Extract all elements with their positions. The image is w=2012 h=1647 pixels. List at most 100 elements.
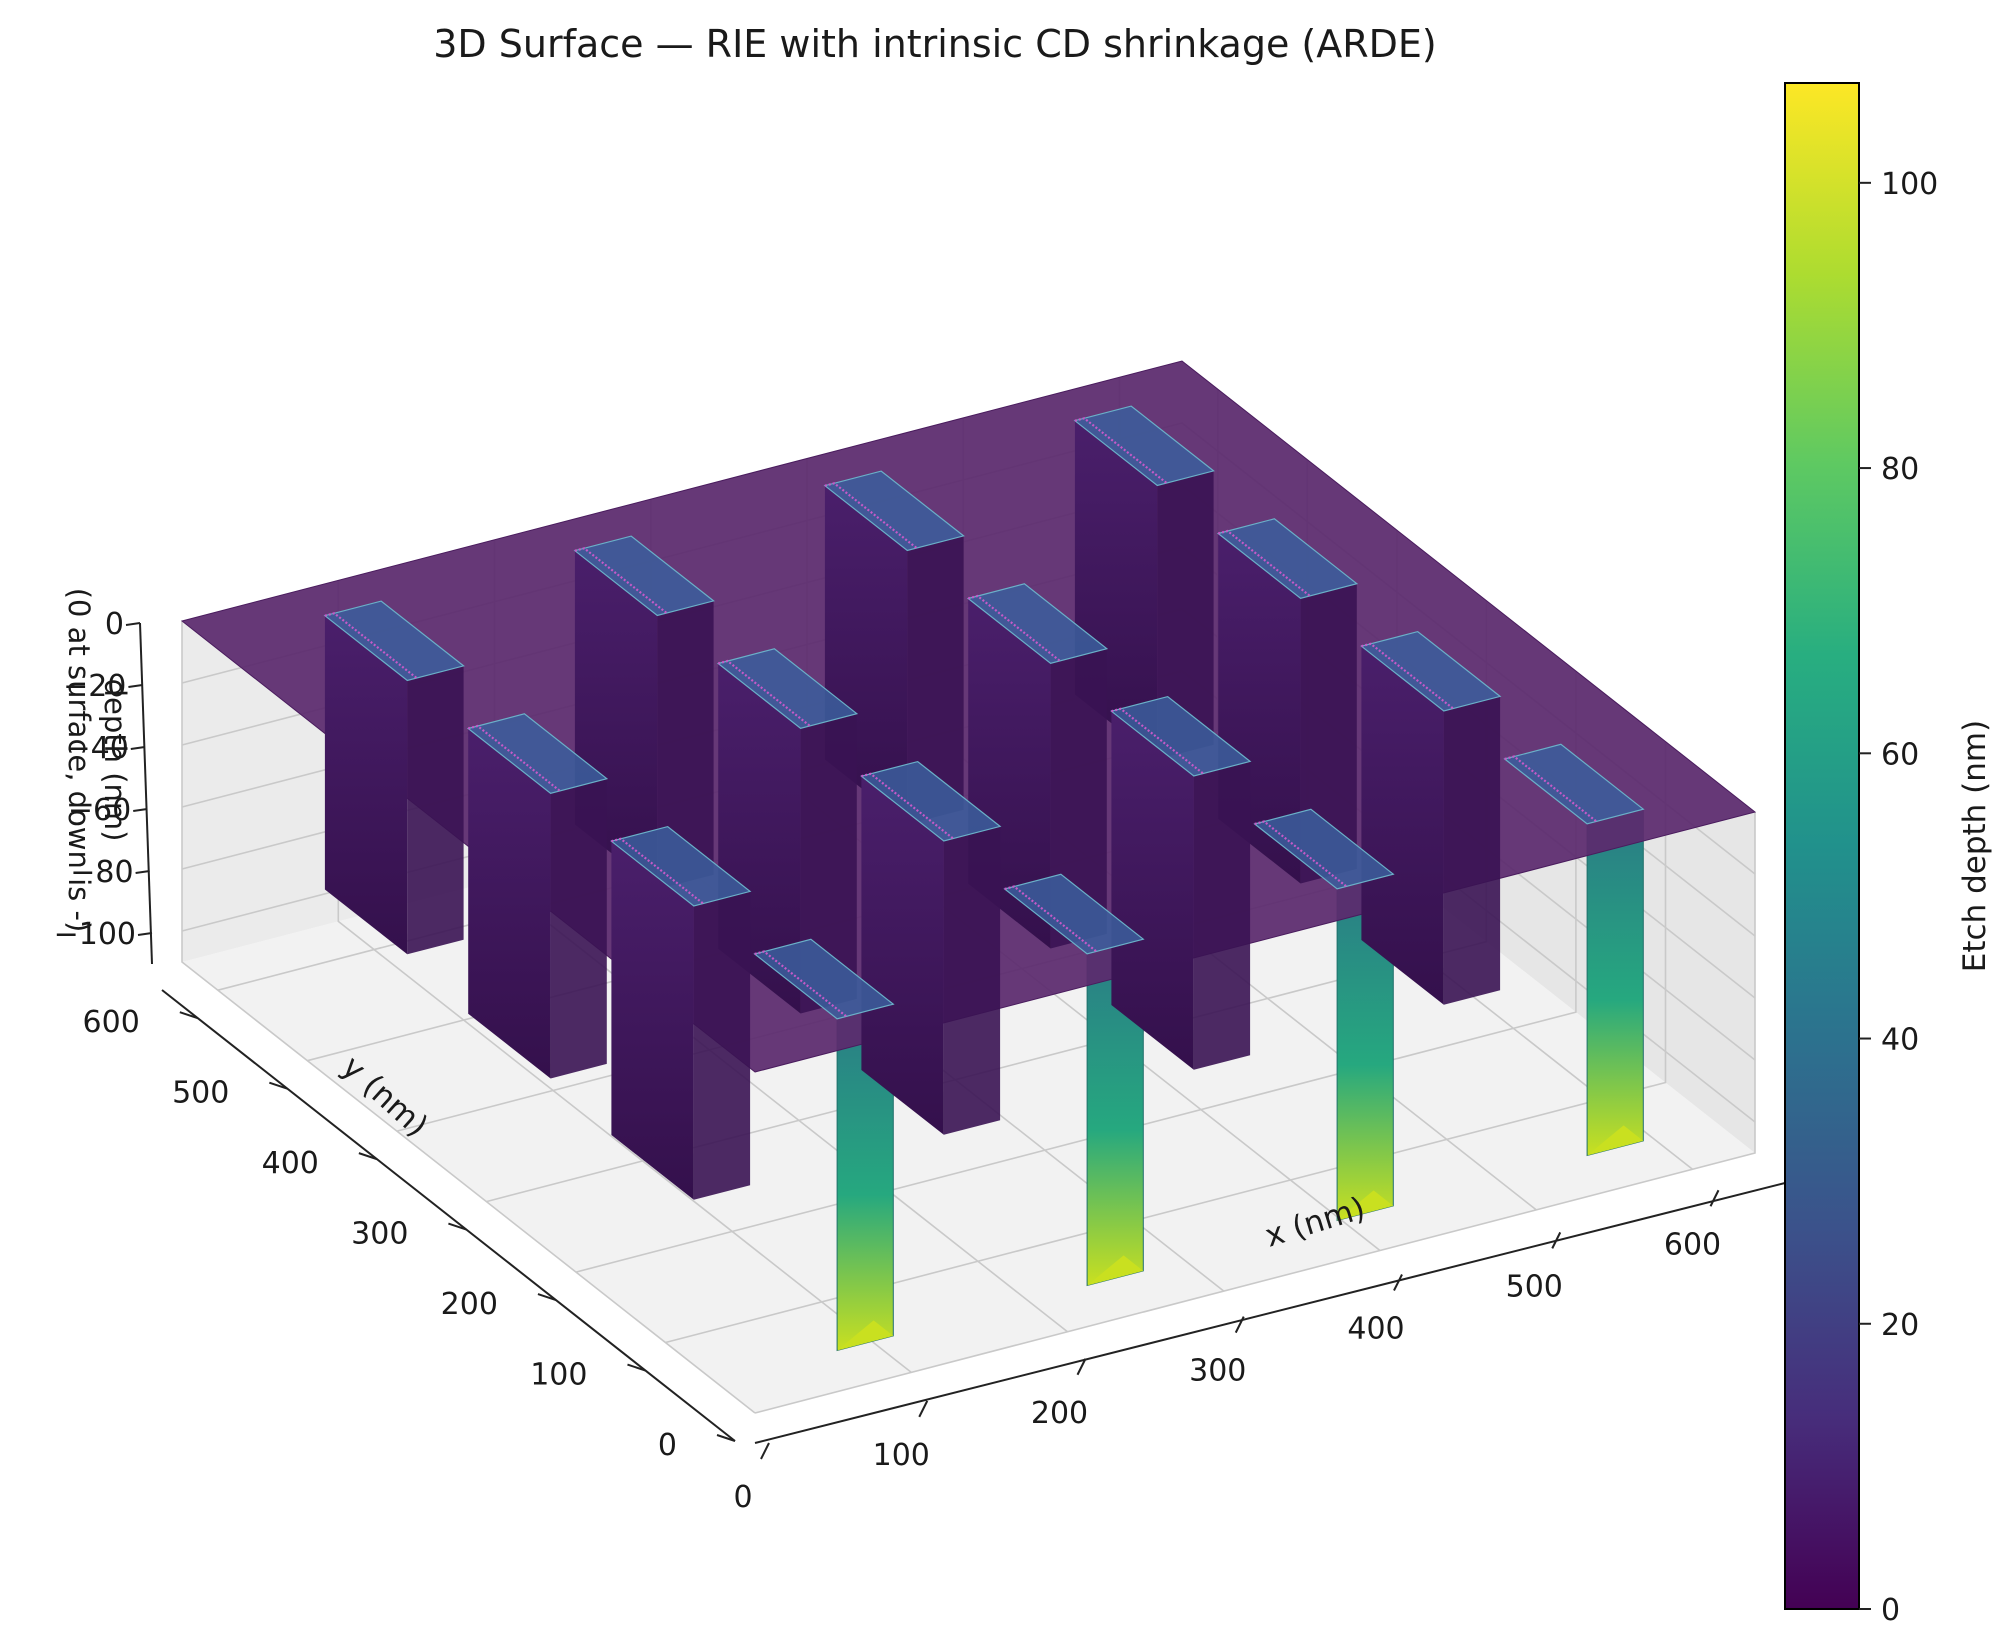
y-tick-label: 0: [658, 1428, 677, 1463]
colorbar-tick-label: 100: [1881, 167, 1938, 202]
z-tick-label: −80: [70, 855, 133, 890]
trench-rim-mesh: [467, 724, 561, 792]
z-tick-mark: [128, 684, 143, 688]
trench-rim: [716, 648, 859, 729]
trench-rim: [1253, 808, 1395, 890]
colorbar-tick-label: 40: [1881, 1023, 1919, 1058]
trench-end-wall: [693, 891, 751, 1200]
trench-side-wall: [324, 615, 408, 955]
trench-rim-mesh: [1254, 820, 1348, 888]
x-tick-mark: [1076, 1358, 1087, 1376]
trench: [466, 713, 609, 1079]
colorbar-tick-label: 0: [1881, 1593, 1900, 1628]
trench-side-wall: [611, 841, 694, 1200]
trench-end-wall: [800, 713, 857, 1014]
trench-rim: [573, 535, 715, 617]
trench-rim-mesh: [1217, 529, 1311, 597]
x-tick-label: 200: [1031, 1396, 1088, 1431]
y-tick-mark: [448, 1222, 467, 1231]
z-tick-mark: [135, 870, 150, 874]
z-axis-label: depth (nm)(0 at surface, down is -): [62, 588, 132, 933]
trench-bottoms-below-surface: [836, 808, 1644, 1352]
trench: [323, 600, 465, 955]
z-axis-label-line-1: depth (nm): [98, 679, 132, 842]
trench-end-wall: [943, 826, 1001, 1135]
trench-rim: [466, 713, 609, 794]
trench-end-wall: [1193, 761, 1251, 1070]
trench: [610, 825, 752, 1200]
colorbar-tick-label: 60: [1881, 737, 1919, 772]
trench: [753, 938, 895, 1020]
trench-rim-mesh: [1361, 642, 1454, 710]
colorbar-ticks: 0 20 40 60 80 100: [1859, 167, 1938, 1628]
trench: [1503, 743, 1645, 825]
x-tick-label: 0: [733, 1480, 752, 1515]
x-tick-mark: [1393, 1274, 1403, 1291]
trench-side-wall: [1111, 711, 1194, 1070]
z-axis-label-line-2: (0 at surface, down is -): [62, 588, 96, 933]
trench: [1110, 695, 1252, 1070]
x-tick-mark: [1709, 1189, 1720, 1207]
y-tick-mark: [537, 1293, 557, 1302]
trench-rim: [966, 583, 1109, 664]
trench: [860, 760, 1002, 1135]
x-tick-mark: [918, 1400, 929, 1418]
trench-end-wall: [1157, 470, 1214, 760]
x-tick-label: 500: [1506, 1269, 1563, 1304]
trench-end-wall: [550, 778, 607, 1079]
y-tick-label: 200: [441, 1287, 498, 1322]
z-tick-label: 0: [105, 607, 124, 642]
trench-rim: [1503, 743, 1645, 825]
trench-rim: [823, 470, 965, 552]
z-tick-label: −20: [63, 669, 126, 704]
x-tick-mark: [1551, 1231, 1562, 1249]
z-tick-label: −100: [54, 917, 136, 952]
y-tick-label: 300: [351, 1217, 408, 1252]
trench-rim-mesh: [717, 659, 811, 727]
z-tick-label: −40: [65, 731, 128, 766]
y-axis-ticks: 0 100 200 300 400 500 600: [83, 1005, 736, 1463]
z-tick-mark: [133, 808, 148, 812]
z-axis-line: [139, 622, 153, 965]
trench-rim-mesh: [967, 594, 1061, 662]
x-axis-line: [754, 1182, 1786, 1444]
axes: [139, 622, 1786, 1444]
y-tick-label: 400: [262, 1146, 319, 1181]
trench: [1360, 630, 1502, 1005]
z-tick-label: −60: [68, 793, 131, 828]
chart-title: 3D Surface — RIE with intrinsic CD shrin…: [433, 22, 1437, 66]
y-tick-label: 100: [530, 1358, 587, 1393]
trench: [1003, 873, 1145, 955]
trench-rim: [860, 760, 1002, 842]
trench-end-wall: [1443, 696, 1501, 1005]
trench-end-wall: [1300, 583, 1357, 884]
y-axis-line: [161, 989, 736, 1442]
trench-end-wall: [657, 600, 714, 890]
gridline-x: [181, 621, 756, 1414]
y-tick-label: 500: [172, 1076, 229, 1111]
trench-floor-edge: [1587, 1125, 1644, 1156]
trench-rim-mesh: [1504, 755, 1598, 823]
trench-side-wall: [468, 728, 551, 1079]
trench-rim-mesh: [754, 950, 848, 1018]
trench-end-wall: [1050, 648, 1107, 949]
trench-rim: [1360, 630, 1502, 712]
colorbar-gradient: [1784, 82, 1860, 1610]
trench-rim: [753, 938, 895, 1020]
trench-rim: [1003, 873, 1145, 955]
trench-rim-mesh: [861, 772, 954, 840]
y-tick-mark: [627, 1363, 646, 1372]
y-tick-mark: [179, 1011, 199, 1020]
trench-array: [323, 405, 1645, 1200]
trench-side-wall: [861, 776, 944, 1135]
trench-end-wall: [907, 535, 964, 825]
trench: [1253, 808, 1395, 890]
trench-bottom-exposed: [1586, 808, 1644, 1157]
trench-rim-mesh: [1111, 707, 1204, 775]
x-axis-ticks: 0 100 200 300 400 500 600: [733, 1189, 1721, 1515]
gridline-y: [754, 812, 1756, 1414]
colorbar-tick-label: 20: [1881, 1308, 1919, 1343]
trench-rim: [610, 825, 752, 907]
trench-rim-mesh: [324, 612, 418, 679]
trench-rim-mesh: [824, 482, 918, 549]
